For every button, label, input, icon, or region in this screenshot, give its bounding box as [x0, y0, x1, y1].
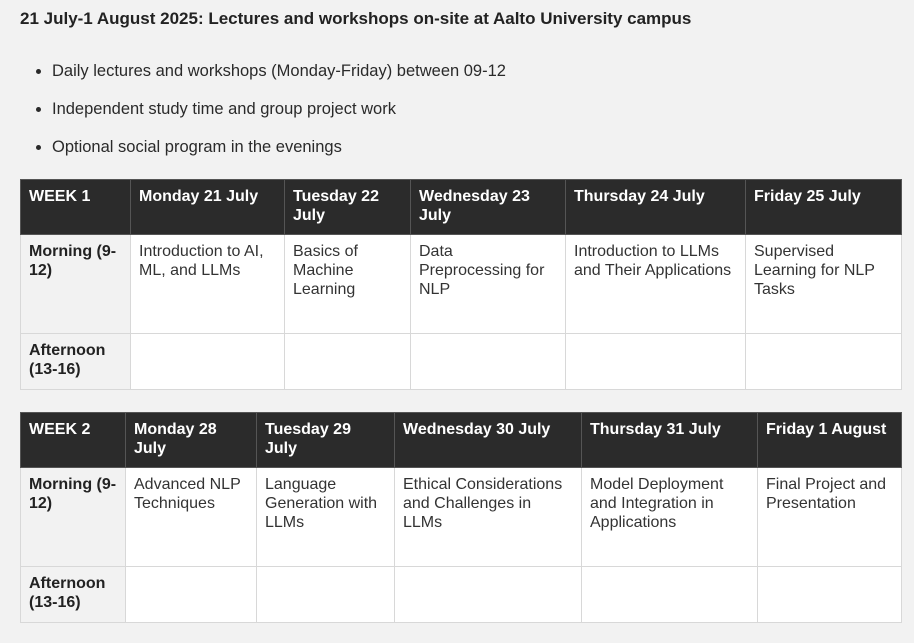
table-cell	[125, 566, 257, 623]
table-row: Morning (9-12) Introduction to AI, ML, a…	[20, 234, 902, 334]
table-cell: Advanced NLP Techniques	[125, 467, 257, 567]
table-cell	[581, 566, 758, 623]
header-cell: Thursday 24 July	[565, 179, 746, 235]
row-header-cell: Afternoon (13-16)	[20, 566, 126, 623]
header-cell: Monday 28 July	[125, 412, 257, 468]
header-cell: Thursday 31 July	[581, 412, 758, 468]
table-cell: Introduction to AI, ML, and LLMs	[130, 234, 285, 334]
week-2-schedule-table: WEEK 2 Monday 28 July Tuesday 29 July We…	[20, 412, 902, 623]
table-row: Afternoon (13-16)	[20, 333, 902, 390]
header-cell: Tuesday 29 July	[256, 412, 395, 468]
table-cell	[745, 333, 902, 390]
table-cell: Basics of Machine Learning	[284, 234, 411, 334]
table-cell	[565, 333, 746, 390]
table-cell: Model Deployment and Integration in Appl…	[581, 467, 758, 567]
table-cell: Data Preprocessing for NLP	[410, 234, 566, 334]
week-1-schedule-table: WEEK 1 Monday 21 July Tuesday 22 July We…	[20, 179, 902, 390]
table-cell	[284, 333, 411, 390]
header-cell: Friday 25 July	[745, 179, 902, 235]
table-cell: Supervised Learning for NLP Tasks	[745, 234, 902, 334]
page-heading: 21 July-1 August 2025: Lectures and work…	[20, 9, 692, 28]
table-cell	[130, 333, 285, 390]
table-header-row: WEEK 2 Monday 28 July Tuesday 29 July We…	[20, 412, 902, 468]
table-cell	[757, 566, 902, 623]
bullet-list: Daily lectures and workshops (Monday-Fri…	[22, 58, 506, 172]
table-cell	[256, 566, 395, 623]
header-cell: Monday 21 July	[130, 179, 285, 235]
table-cell: Ethical Considerations and Challenges in…	[394, 467, 582, 567]
table-header-row: WEEK 1 Monday 21 July Tuesday 22 July We…	[20, 179, 902, 235]
list-item: Independent study time and group project…	[52, 96, 506, 134]
header-cell: Wednesday 23 July	[410, 179, 566, 235]
table-cell: Introduction to LLMs and Their Applicati…	[565, 234, 746, 334]
row-header-cell: Morning (9-12)	[20, 467, 126, 567]
table-cell	[410, 333, 566, 390]
list-item: Daily lectures and workshops (Monday-Fri…	[52, 58, 506, 96]
table-row: Afternoon (13-16)	[20, 566, 902, 623]
table-cell: Final Project and Presentation	[757, 467, 902, 567]
table-row: Morning (9-12) Advanced NLP Techniques L…	[20, 467, 902, 567]
header-cell: WEEK 2	[20, 412, 126, 468]
table-cell	[394, 566, 582, 623]
header-cell: WEEK 1	[20, 179, 131, 235]
row-header-cell: Morning (9-12)	[20, 234, 131, 334]
header-cell: Wednesday 30 July	[394, 412, 582, 468]
table-cell: Language Generation with LLMs	[256, 467, 395, 567]
list-item: Optional social program in the evenings	[52, 134, 506, 172]
row-header-cell: Afternoon (13-16)	[20, 333, 131, 390]
header-cell: Tuesday 22 July	[284, 179, 411, 235]
header-cell: Friday 1 August	[757, 412, 902, 468]
